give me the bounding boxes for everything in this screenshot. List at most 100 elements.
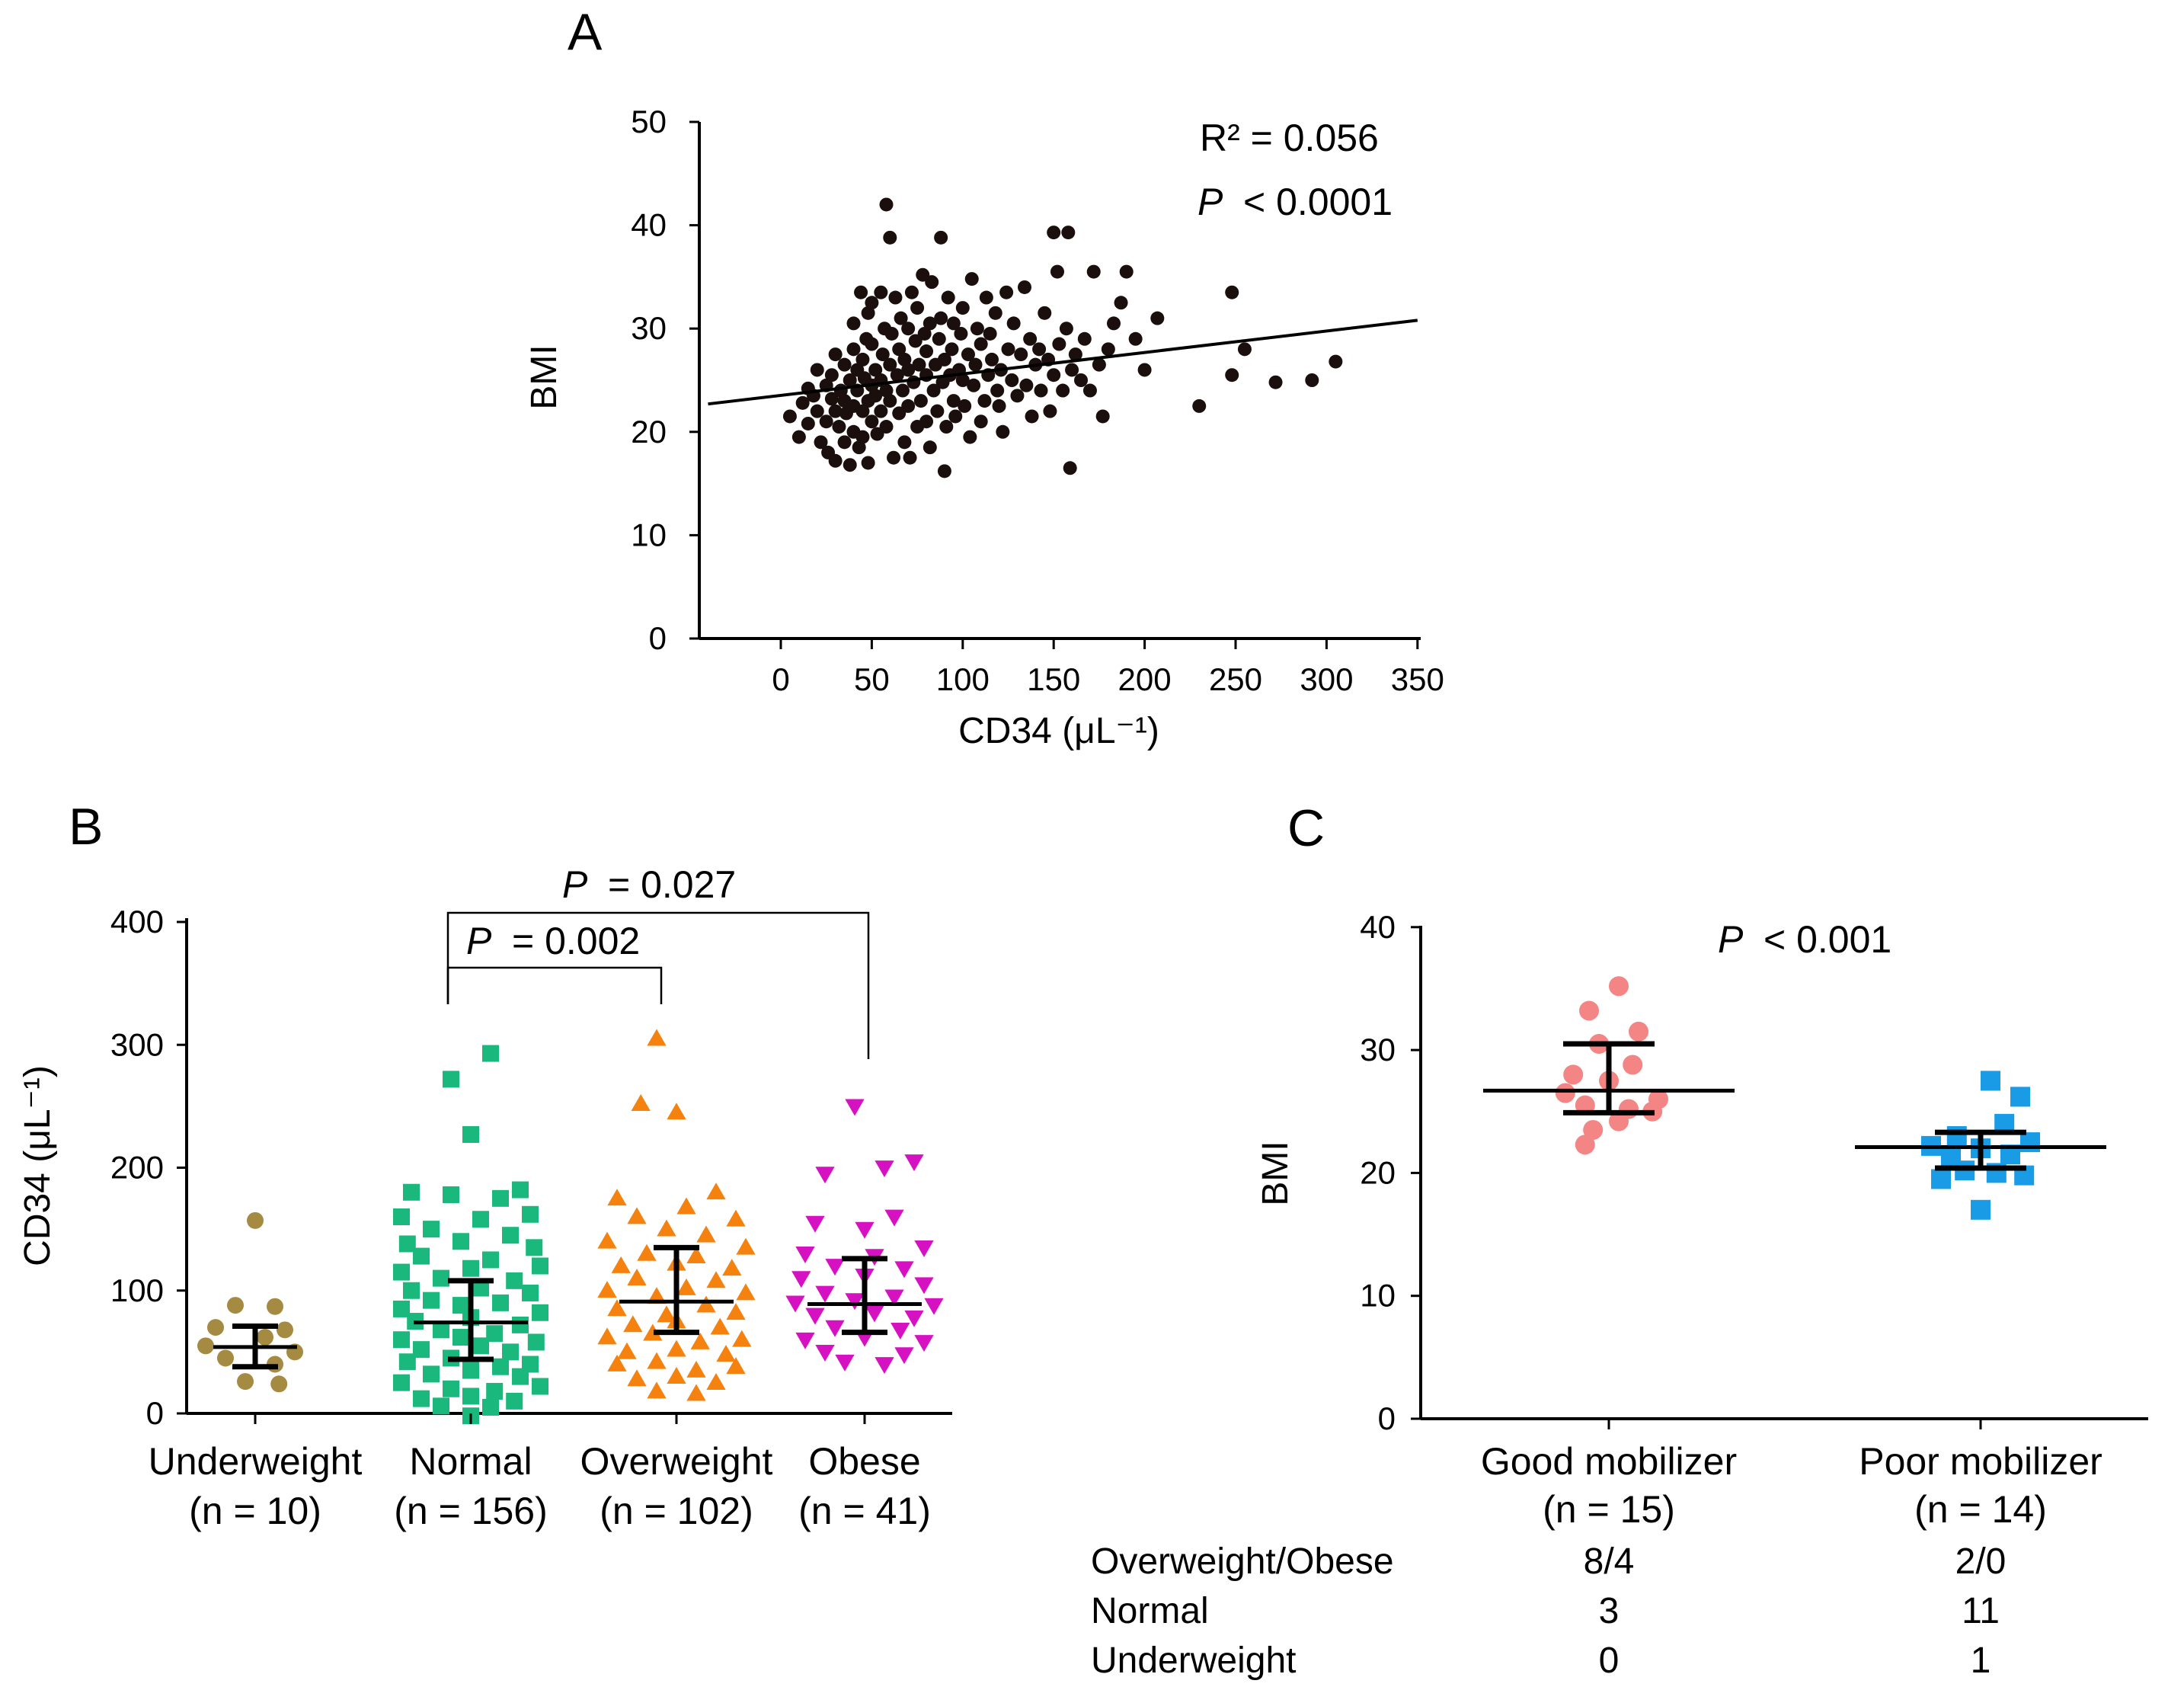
table-good-underweight: 0 — [1599, 1640, 1620, 1681]
c-point-poor — [1931, 1169, 1951, 1189]
c-point-good — [1555, 1083, 1575, 1103]
panel-a-y-label: BMI — [524, 344, 564, 409]
b-y-tick-label: 0 — [146, 1395, 164, 1431]
data-point — [961, 347, 975, 362]
b-point-underweight — [227, 1297, 244, 1314]
data-point — [955, 373, 970, 387]
data-point — [1068, 347, 1082, 362]
b-point-overweight — [647, 1029, 667, 1046]
b-point-overweight — [631, 1094, 651, 1111]
b-point-overweight — [706, 1271, 726, 1288]
b-point-normal — [393, 1208, 410, 1225]
bracket-2-p-label: P — [562, 863, 588, 906]
data-point — [968, 357, 983, 372]
data-point — [904, 285, 919, 299]
b-point-obese — [875, 1357, 894, 1375]
b-point-overweight — [617, 1342, 637, 1359]
a-x-tick-label: 300 — [1300, 661, 1353, 697]
b-point-overweight — [607, 1354, 627, 1372]
panel-a-regression-line — [708, 318, 1418, 406]
data-point — [999, 285, 1014, 299]
data-point — [910, 301, 925, 315]
b-point-overweight — [732, 1330, 752, 1347]
data-point — [843, 458, 857, 472]
b-point-overweight — [676, 1197, 696, 1215]
b-point-normal — [512, 1368, 529, 1385]
b-point-normal — [443, 1186, 459, 1203]
data-point — [941, 290, 955, 305]
b-point-normal — [393, 1263, 410, 1281]
a-x-tick-label: 50 — [854, 661, 890, 697]
data-point — [934, 230, 948, 245]
data-point — [861, 306, 875, 320]
b-point-normal — [393, 1374, 410, 1391]
b-point-obese — [865, 1305, 884, 1323]
c-point-poor — [1981, 1071, 2000, 1091]
a-y-tick-label: 10 — [631, 517, 667, 552]
data-point — [923, 316, 937, 331]
b-point-obese — [904, 1154, 924, 1172]
a-y-tick-label: 20 — [631, 414, 667, 450]
c-y-tick-label: 40 — [1360, 909, 1396, 945]
data-point — [901, 398, 916, 413]
panel-a-y-ticks: 0 10 20 30 40 50 — [631, 104, 699, 656]
data-point — [979, 290, 993, 305]
b-point-normal — [522, 1284, 539, 1301]
data-point — [854, 285, 868, 299]
b-category-n: (n = 102) — [600, 1490, 753, 1532]
b-point-overweight — [647, 1381, 667, 1399]
b-point-normal — [398, 1235, 416, 1253]
data-point — [1023, 331, 1038, 346]
c-point-poor — [2020, 1132, 2040, 1153]
data-point — [1056, 383, 1070, 398]
data-point — [1305, 373, 1319, 387]
data-point — [963, 430, 977, 444]
data-point — [923, 440, 937, 455]
data-point — [883, 230, 897, 245]
data-point — [832, 420, 846, 434]
b-point-overweight — [623, 1315, 643, 1333]
data-point — [919, 344, 934, 359]
panel-b-points — [197, 1029, 944, 1425]
data-point — [955, 301, 970, 315]
b-point-overweight — [726, 1357, 746, 1375]
b-category-n: (n = 41) — [798, 1490, 931, 1532]
data-point — [992, 398, 1006, 413]
data-point — [865, 414, 879, 429]
data-point — [1043, 404, 1057, 418]
data-point — [1095, 409, 1110, 424]
data-point — [791, 430, 806, 444]
b-point-overweight — [726, 1303, 746, 1320]
b-point-normal — [423, 1365, 440, 1383]
b-point-normal — [486, 1382, 504, 1400]
b-point-overweight — [696, 1295, 716, 1313]
c-category-n: (n = 14) — [1914, 1488, 2047, 1531]
data-point — [887, 450, 901, 465]
b-point-normal — [403, 1183, 420, 1201]
c-point-good — [1629, 1021, 1648, 1042]
panel-c-error-bars — [1483, 1041, 2106, 1171]
data-point — [970, 322, 984, 336]
panel-b-y-label: CD34 (μL⁻¹) — [18, 1065, 58, 1266]
data-point — [1032, 342, 1047, 357]
panel-b-y-ticks: 0 100 200 300 400 — [110, 904, 187, 1431]
b-point-overweight — [706, 1373, 726, 1391]
b-point-overweight — [611, 1256, 631, 1273]
b-point-normal — [532, 1257, 548, 1275]
b-point-overweight — [627, 1268, 647, 1285]
data-point — [917, 326, 932, 341]
bracket-1-p-label: P — [466, 920, 492, 962]
data-point — [865, 296, 879, 310]
data-point — [884, 326, 899, 341]
data-point — [937, 352, 951, 366]
panel-letter-a: A — [568, 3, 603, 61]
data-point — [897, 435, 912, 450]
b-point-overweight — [647, 1287, 667, 1304]
a-x-tick-label: 350 — [1391, 661, 1444, 697]
data-point — [901, 322, 916, 336]
data-point — [985, 352, 999, 366]
a-y-tick-label: 40 — [631, 207, 667, 243]
b-point-normal — [522, 1205, 539, 1223]
b-point-overweight — [716, 1344, 736, 1362]
data-point — [901, 363, 916, 377]
